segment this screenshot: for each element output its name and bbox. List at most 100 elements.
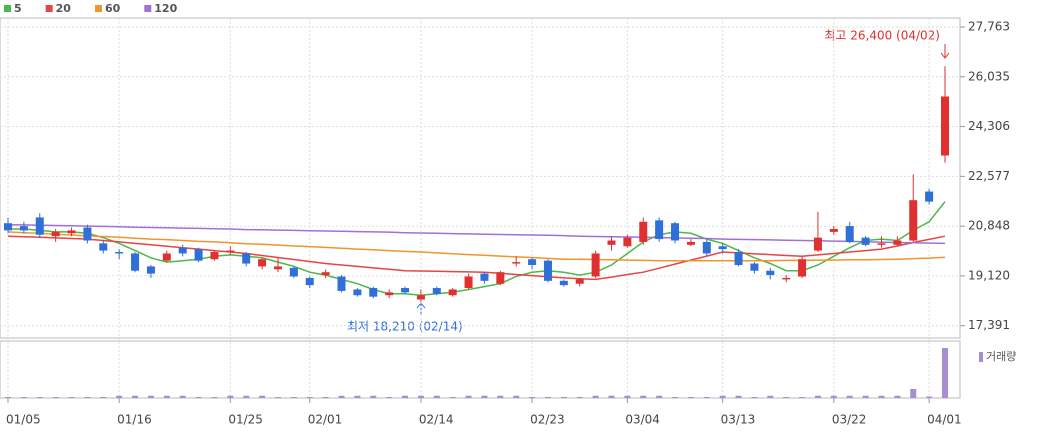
candle-body	[893, 240, 902, 245]
volume-bar	[36, 397, 43, 398]
legend-swatch	[45, 5, 53, 12]
volume-bar	[259, 395, 266, 398]
candle-body	[99, 243, 108, 251]
legend: 5 20 60 120	[4, 2, 178, 15]
volume-bar	[910, 389, 917, 398]
candle-body	[226, 250, 235, 253]
candle-body	[829, 228, 838, 232]
volume-bar	[894, 395, 901, 398]
candle-body	[448, 289, 457, 296]
volume-bar	[767, 395, 774, 398]
y-tick-label: 27,763	[968, 19, 1010, 33]
candle-body	[480, 273, 489, 281]
volume-bar	[656, 395, 663, 398]
volume-bar	[338, 395, 345, 398]
volume-bar	[163, 395, 170, 398]
legend-label: 120	[154, 2, 177, 15]
y-tick-label: 24,306	[968, 119, 1010, 133]
candle-body	[432, 288, 441, 294]
x-tick-label: 03/22	[832, 413, 867, 427]
volume-bar	[52, 397, 59, 398]
volume-bar	[195, 397, 202, 398]
volume-bar	[433, 395, 440, 398]
moving-average-line	[8, 201, 946, 296]
candle-body	[146, 266, 155, 274]
y-tick-label: 20,848	[968, 219, 1010, 233]
volume-bar	[862, 395, 869, 398]
candle-body	[845, 226, 854, 242]
volume-bar	[751, 397, 758, 398]
candle-body	[734, 252, 743, 265]
moving-average-line	[7, 235, 946, 281]
candle-body	[369, 288, 378, 297]
high-annotation: 최고 26,400 (04/02)	[824, 29, 940, 43]
x-tick-label: 03/13	[721, 413, 756, 427]
volume-bar	[211, 397, 218, 398]
candle-body	[305, 277, 314, 286]
candle-body	[750, 263, 759, 271]
candle-body	[941, 96, 949, 156]
candle-body	[289, 267, 298, 277]
volume-bar	[402, 395, 409, 398]
volume-bar	[544, 397, 551, 398]
volume-bar	[830, 395, 837, 398]
x-tick-label: 01/05	[6, 413, 41, 427]
candle-body	[242, 253, 251, 264]
candle-body	[591, 253, 600, 277]
volume-bar	[243, 395, 250, 398]
volume-bar	[624, 395, 631, 398]
y-tick-label: 26,035	[968, 69, 1010, 83]
candle-body	[702, 241, 711, 254]
volume-bar	[878, 395, 885, 398]
candle-body	[416, 295, 425, 300]
legend-swatch	[94, 5, 102, 12]
y-tick-label: 22,577	[968, 169, 1010, 183]
volume-bar	[640, 395, 647, 398]
volume-bar	[290, 397, 297, 398]
volume-bar	[576, 397, 583, 398]
candle-body	[607, 240, 616, 245]
volume-bar	[783, 397, 790, 398]
volume-bar	[100, 397, 107, 398]
x-tick-label: 02/01	[308, 413, 343, 427]
candle-body	[4, 223, 12, 231]
candle-body	[813, 237, 822, 251]
high-arrow-head	[940, 52, 950, 59]
volume-bar	[386, 397, 393, 398]
candle-body	[925, 191, 934, 202]
candle-body	[718, 246, 727, 250]
volume-bar	[5, 397, 11, 398]
candle-body	[115, 252, 124, 254]
legend-swatch	[4, 5, 11, 12]
candle-body	[194, 249, 203, 261]
volume-bar	[449, 397, 456, 398]
volume-bar	[799, 397, 806, 398]
candle-body	[273, 266, 282, 270]
candle-body	[877, 243, 886, 245]
candle-body	[131, 253, 140, 271]
legend-label: 5	[14, 2, 22, 15]
legend-label: 20	[56, 2, 72, 15]
candle-body	[353, 289, 362, 296]
candle-body	[623, 237, 632, 247]
volume-bar	[672, 397, 679, 398]
volume-bar	[719, 395, 726, 398]
candle-body	[798, 259, 807, 277]
moving-average-line	[7, 231, 946, 262]
candle-body	[559, 280, 568, 286]
volume-legend: 거래량	[986, 350, 1016, 363]
candle-body	[162, 253, 171, 261]
candle-body	[83, 227, 92, 241]
candle-body	[35, 217, 44, 235]
candle-body	[210, 252, 219, 260]
x-tick-label: 02/23	[530, 413, 565, 427]
legend-swatch	[144, 5, 152, 12]
price-panel	[0, 17, 961, 339]
volume-bar	[465, 395, 472, 398]
volume-bar	[20, 397, 27, 398]
volume-bar	[417, 395, 424, 398]
volume-bar	[354, 395, 361, 398]
candle-body	[671, 223, 680, 241]
volume-bar	[608, 395, 615, 398]
x-tick-label: 01/16	[117, 413, 152, 427]
